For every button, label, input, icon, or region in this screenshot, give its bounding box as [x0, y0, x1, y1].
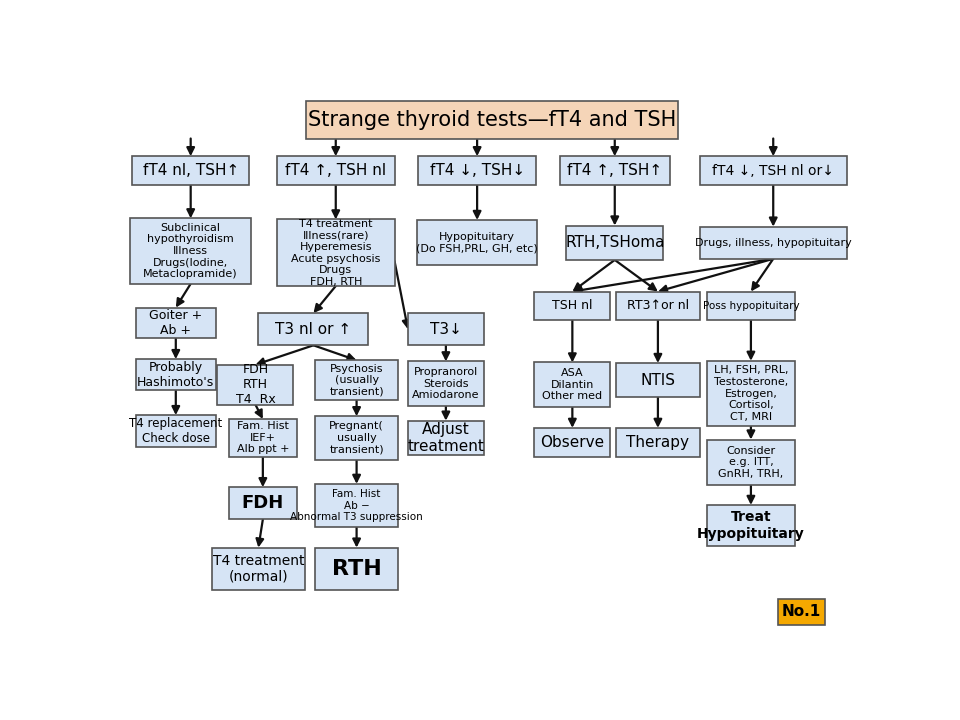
FancyBboxPatch shape: [419, 156, 536, 185]
FancyBboxPatch shape: [277, 220, 395, 286]
Text: Probably
Hashimoto's: Probably Hashimoto's: [137, 361, 214, 389]
FancyBboxPatch shape: [277, 156, 395, 185]
Text: RTH: RTH: [332, 559, 381, 579]
FancyBboxPatch shape: [132, 156, 250, 185]
Text: RTH,TSHoma: RTH,TSHoma: [565, 235, 664, 251]
Text: Pregnant(
usually
transient): Pregnant( usually transient): [329, 421, 384, 454]
Text: FDH
RTH
T4  Rx: FDH RTH T4 Rx: [235, 363, 276, 406]
Text: No.1: No.1: [781, 605, 821, 619]
FancyBboxPatch shape: [417, 220, 538, 266]
Text: T3 nl or ↑: T3 nl or ↑: [276, 322, 351, 337]
Text: T4 replacement
Check dose: T4 replacement Check dose: [130, 417, 223, 445]
FancyBboxPatch shape: [408, 361, 484, 406]
Text: fT4 ↑, TSH↑: fT4 ↑, TSH↑: [567, 163, 662, 178]
Text: T4 treatment
Illness(rare)
Hyperemesis
Acute psychosis
Drugs
FDH, RTH: T4 treatment Illness(rare) Hyperemesis A…: [291, 219, 380, 287]
Text: fT4 ↑, TSH nl: fT4 ↑, TSH nl: [285, 163, 386, 178]
Text: TSH nl: TSH nl: [552, 300, 592, 312]
Text: Adjust
treatment: Adjust treatment: [407, 422, 484, 454]
FancyBboxPatch shape: [535, 428, 611, 456]
FancyBboxPatch shape: [707, 505, 795, 546]
Text: Therapy: Therapy: [627, 435, 689, 450]
Text: T3↓: T3↓: [430, 322, 462, 337]
FancyBboxPatch shape: [228, 487, 297, 519]
FancyBboxPatch shape: [315, 360, 398, 400]
FancyBboxPatch shape: [560, 156, 670, 185]
FancyBboxPatch shape: [315, 484, 398, 527]
Text: fT4 ↓, TSH nl or↓: fT4 ↓, TSH nl or↓: [712, 163, 834, 178]
Text: fT4 nl, TSH↑: fT4 nl, TSH↑: [142, 163, 239, 178]
FancyBboxPatch shape: [131, 218, 251, 284]
FancyBboxPatch shape: [408, 420, 484, 455]
FancyBboxPatch shape: [135, 359, 216, 390]
FancyBboxPatch shape: [707, 439, 795, 485]
Text: ASA
Dilantin
Other med: ASA Dilantin Other med: [542, 368, 603, 401]
FancyBboxPatch shape: [408, 313, 484, 346]
Text: Goiter +
Ab +: Goiter + Ab +: [149, 309, 203, 336]
FancyBboxPatch shape: [700, 227, 847, 258]
Text: RT3↑or nl: RT3↑or nl: [627, 300, 689, 312]
Text: Subclinical
hypothyroidism
Illness
Drugs(Iodine,
Metaclopramide): Subclinical hypothyroidism Illness Drugs…: [143, 223, 238, 279]
FancyBboxPatch shape: [315, 416, 398, 459]
FancyBboxPatch shape: [306, 101, 678, 138]
Text: Observe: Observe: [540, 435, 605, 450]
Text: Drugs, illness, hypopituitary: Drugs, illness, hypopituitary: [695, 238, 852, 248]
Text: Psychosis
(usually
transient): Psychosis (usually transient): [329, 364, 384, 397]
FancyBboxPatch shape: [135, 415, 216, 447]
FancyBboxPatch shape: [616, 363, 700, 397]
FancyBboxPatch shape: [135, 307, 216, 338]
Text: Strange thyroid tests—fT4 and TSH: Strange thyroid tests—fT4 and TSH: [308, 109, 676, 130]
FancyBboxPatch shape: [700, 156, 847, 185]
Text: Propranorol
Steroids
Amiodarone: Propranorol Steroids Amiodarone: [412, 367, 480, 400]
Text: Hypopituitary
(Do FSH,PRL, GH, etc): Hypopituitary (Do FSH,PRL, GH, etc): [417, 232, 538, 253]
Text: Fam. Hist
Ab −
Abnormal T3 suppression: Fam. Hist Ab − Abnormal T3 suppression: [290, 489, 423, 522]
Text: T4 treatment
(normal): T4 treatment (normal): [212, 554, 304, 584]
Text: LH, FSH, PRL,
Testosterone,
Estrogen,
Cortisol,
CT, MRI: LH, FSH, PRL, Testosterone, Estrogen, Co…: [713, 365, 788, 422]
Text: NTIS: NTIS: [640, 373, 676, 388]
FancyBboxPatch shape: [535, 292, 611, 320]
Text: Poss hypopituitary: Poss hypopituitary: [703, 301, 800, 311]
FancyBboxPatch shape: [258, 313, 369, 346]
Text: Treat
Hypopituitary: Treat Hypopituitary: [697, 510, 804, 541]
FancyBboxPatch shape: [315, 548, 398, 590]
FancyBboxPatch shape: [212, 548, 304, 590]
FancyBboxPatch shape: [616, 292, 700, 320]
FancyBboxPatch shape: [616, 428, 700, 456]
FancyBboxPatch shape: [535, 362, 611, 407]
Text: FDH: FDH: [242, 495, 284, 513]
FancyBboxPatch shape: [707, 292, 795, 320]
Text: Consider
e.g. ITT,
GnRH, TRH,: Consider e.g. ITT, GnRH, TRH,: [718, 446, 783, 479]
FancyBboxPatch shape: [566, 225, 663, 260]
FancyBboxPatch shape: [218, 365, 294, 405]
FancyBboxPatch shape: [228, 419, 297, 456]
FancyBboxPatch shape: [778, 599, 826, 625]
Text: fT4 ↓, TSH↓: fT4 ↓, TSH↓: [429, 163, 525, 178]
FancyBboxPatch shape: [707, 361, 795, 426]
Text: Fam. Hist
IEF+
Alb ppt +: Fam. Hist IEF+ Alb ppt +: [236, 421, 289, 454]
